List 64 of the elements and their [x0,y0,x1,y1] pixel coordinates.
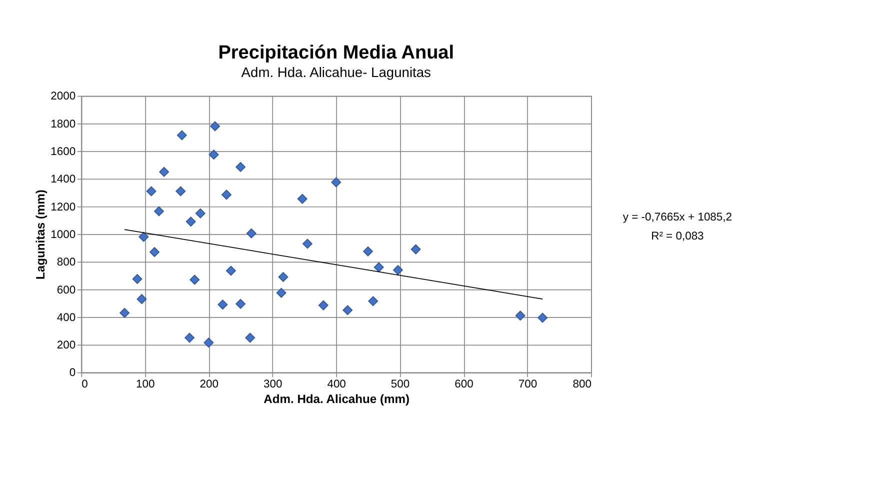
point [342,305,353,316]
point [208,150,219,160]
point [218,300,228,310]
point [176,186,186,196]
point [245,332,256,343]
point [318,300,328,310]
x-tick-label: 200 [200,378,218,390]
point [222,190,232,200]
point [297,194,308,204]
point [150,247,160,258]
y-tick-label: 0 [69,367,76,380]
point [246,228,256,238]
x-tick-label: 0 [82,378,88,390]
x-tick-label: 100 [136,378,155,390]
point [204,338,214,348]
point [236,162,246,172]
point [236,298,246,309]
point [278,272,288,282]
y-tick-label: 1000 [50,228,76,241]
text: R² = 0,083 [651,230,704,242]
point [146,186,156,196]
point [368,296,378,306]
point [331,177,342,188]
y-axis-title: Lagunitas (mm) [34,190,48,280]
y-tick-label: 600 [56,284,76,296]
point [538,312,548,323]
y-tick-label: 800 [56,256,76,269]
point [159,166,170,177]
point [195,208,206,218]
y-tick-label: 1600 [50,146,76,158]
point [184,332,195,343]
point [176,130,187,140]
x-tick-label: 600 [454,378,474,390]
x-tick-label: 400 [327,378,346,390]
point [154,206,164,216]
y-tick-label: 200 [56,340,76,352]
y-tick-label: 1200 [50,201,76,214]
x-tick-label: 700 [518,378,538,390]
point [136,294,147,304]
x-tick-label: 800 [572,378,592,390]
point [226,266,236,276]
point [138,232,149,242]
point [132,274,142,284]
y-tick-label: 2000 [50,90,76,103]
x-tick-label: 500 [390,378,410,390]
y-tick-label: 400 [56,312,76,324]
point [515,310,526,321]
point [210,121,220,132]
y-tick-label: 1800 [50,118,76,130]
y-tick-label: 1400 [50,174,76,186]
point [363,246,373,256]
point [190,274,200,285]
point [392,265,403,276]
text: y = -0,7665x + 1085,2 [622,211,732,224]
point [276,288,286,298]
chart-subtitle: Adm. Hda. Alicahue- Lagunitas [241,64,432,80]
point [302,238,312,249]
point [374,262,384,272]
point [120,308,130,318]
point [410,244,421,254]
chart-title: Precipitación Media Anual [218,42,454,64]
point [186,216,196,227]
x-axis-title: Adm. Hda. Alicahue (mm) [264,392,410,406]
x-tick-label: 300 [263,378,282,390]
